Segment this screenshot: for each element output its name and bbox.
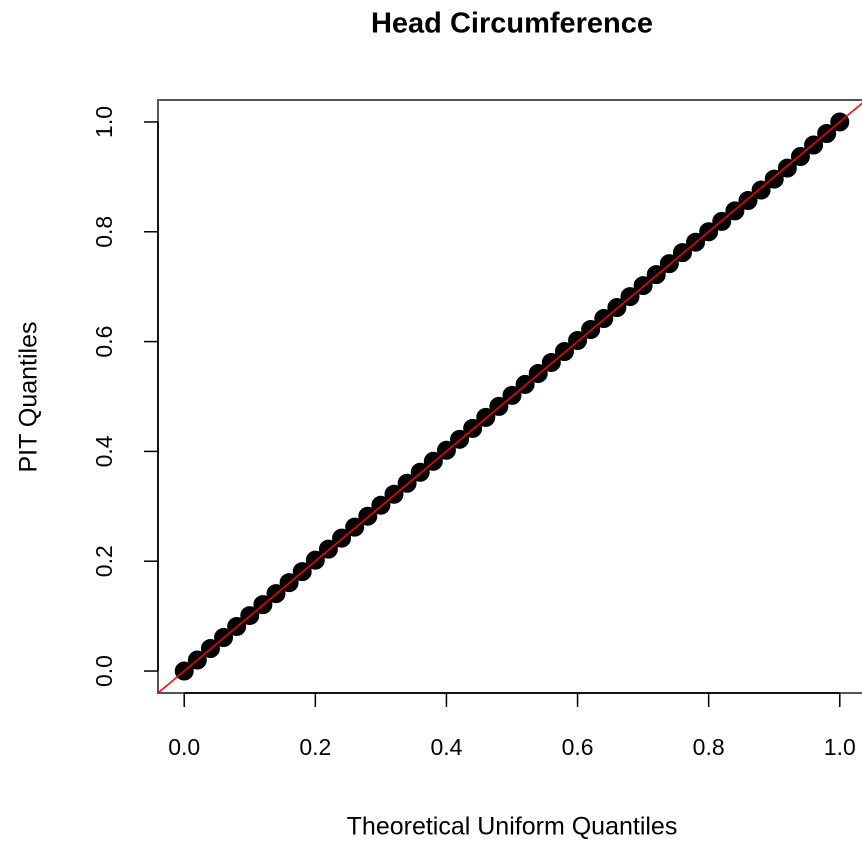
- x-tick-label: 0.2: [299, 734, 331, 760]
- x-tick-label: 0.6: [562, 734, 594, 760]
- chart-title: Head Circumference: [371, 8, 653, 40]
- y-tick-label: 0.4: [91, 435, 117, 467]
- y-tick-label: 0.6: [91, 326, 117, 358]
- x-tick-label: 0.4: [430, 734, 462, 760]
- x-tick-label: 0.8: [693, 734, 725, 760]
- x-tick-label: 1.0: [824, 734, 856, 760]
- x-axis-label: Theoretical Uniform Quantiles: [347, 813, 678, 841]
- point: [751, 180, 771, 200]
- point: [764, 169, 784, 189]
- reference-line: [157, 102, 862, 694]
- x-tick-label: 0.0: [168, 734, 200, 760]
- point: [777, 158, 797, 178]
- y-tick-label: 0.8: [91, 216, 117, 248]
- y-tick-label: 0.0: [91, 655, 117, 687]
- y-tick-label: 0.2: [91, 545, 117, 577]
- y-axis-label: PIT Quantiles: [15, 321, 43, 472]
- y-tick-label: 1.0: [91, 106, 117, 138]
